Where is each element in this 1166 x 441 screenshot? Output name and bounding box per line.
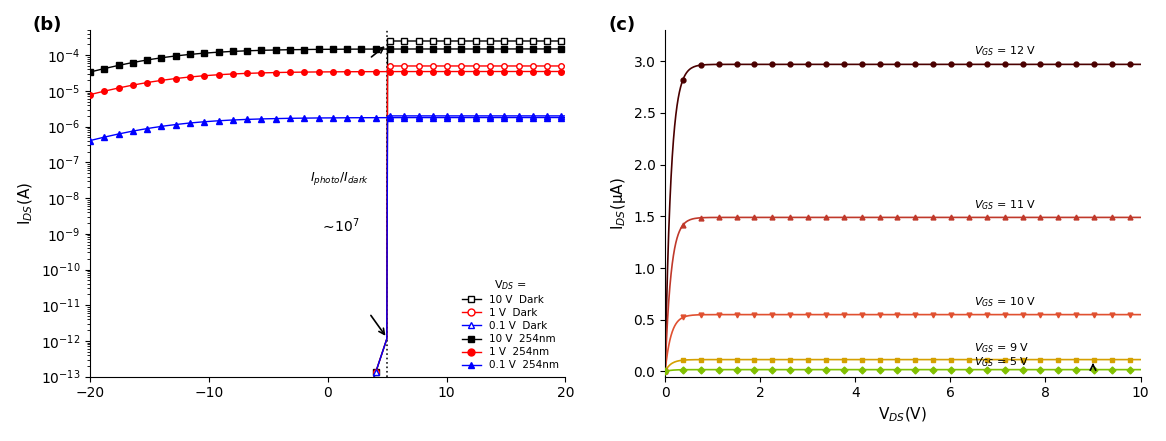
Text: (c): (c) <box>607 16 635 34</box>
Text: $V_{GS}$ = 9 V: $V_{GS}$ = 9 V <box>974 342 1030 355</box>
Text: $I_{photo}/I_{dark}$: $I_{photo}/I_{dark}$ <box>310 170 370 187</box>
Text: $V_{GS}$ = 12 V: $V_{GS}$ = 12 V <box>974 45 1037 58</box>
Legend: 10 V  Dark, 1 V  Dark, 0.1 V  Dark, 10 V  254nm, 1 V  254nm, 0.1 V  254nm: 10 V Dark, 1 V Dark, 0.1 V Dark, 10 V 25… <box>458 274 563 374</box>
Y-axis label: I$_{DS}$(μA): I$_{DS}$(μA) <box>609 177 627 230</box>
Y-axis label: I$_{DS}$(A): I$_{DS}$(A) <box>16 182 35 225</box>
Text: $V_{GS}$ = 10 V: $V_{GS}$ = 10 V <box>974 295 1037 310</box>
Text: $V_{GS}$ = 11 V: $V_{GS}$ = 11 V <box>974 198 1037 212</box>
X-axis label: V$_{DS}$(V): V$_{DS}$(V) <box>878 406 927 424</box>
Text: $\sim\!10^{7}$: $\sim\!10^{7}$ <box>319 217 359 235</box>
Text: $V_{GS}$ = 5 V: $V_{GS}$ = 5 V <box>974 355 1030 369</box>
Text: (b): (b) <box>33 16 62 34</box>
